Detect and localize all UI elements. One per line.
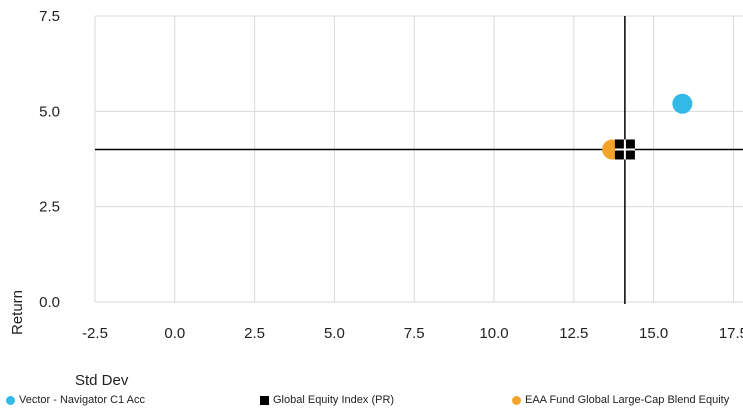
legend-swatch-category bbox=[512, 395, 521, 405]
legend-label-category: EAA Fund Global Large-Cap Blend Equity bbox=[525, 394, 730, 406]
x-tick-label: 12.5 bbox=[559, 325, 588, 342]
legend-label-fund: Vector - Navigator C1 Acc bbox=[19, 394, 145, 406]
x-tick-label: 5.0 bbox=[324, 325, 345, 342]
legend-item-index: Global Equity Index (PR) bbox=[260, 394, 394, 406]
y-tick-label: 0.0 bbox=[39, 294, 60, 311]
y-tick-label: 7.5 bbox=[39, 8, 60, 25]
x-tick-label: 10.0 bbox=[479, 325, 508, 342]
x-tick-label: -2.5 bbox=[82, 325, 108, 342]
legend-swatch-fund bbox=[6, 395, 15, 405]
chart-plot: -2.5 0.0 2.5 5.0 7.5 10.0 12.5 15.0 17.5 0.0 2.5 5… bbox=[9, 8, 743, 389]
x-axis-title: Std Dev bbox=[75, 372, 129, 389]
point-fund bbox=[672, 93, 693, 114]
point-index bbox=[614, 139, 635, 160]
x-tick-label: 0.0 bbox=[164, 325, 185, 342]
x-tick-label: 17.5 bbox=[719, 325, 743, 342]
y-axis-title: Return bbox=[9, 290, 26, 335]
legend-item-fund: Vector - Navigator C1 Acc bbox=[6, 394, 145, 406]
legend-item-category: EAA Fund Global Large-Cap Blend Equity bbox=[512, 394, 729, 406]
y-tick-label: 5.0 bbox=[39, 103, 60, 120]
x-tick-label: 7.5 bbox=[404, 325, 425, 342]
x-tick-label: 2.5 bbox=[244, 325, 265, 342]
legend-label-index: Global Equity Index (PR) bbox=[273, 394, 395, 406]
y-tick-label: 2.5 bbox=[39, 199, 60, 216]
legend-swatch-index bbox=[260, 395, 269, 405]
x-tick-label: 15.0 bbox=[639, 325, 668, 342]
legend: Vector - Navigator C1 Acc Global Equity … bbox=[0, 390, 743, 412]
